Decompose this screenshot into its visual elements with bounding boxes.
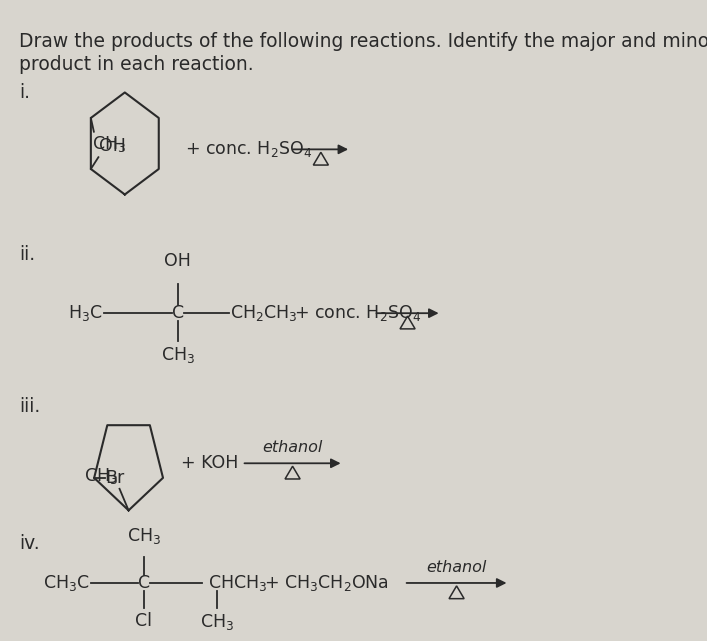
Text: + CH$_3$CH$_2$ONa: + CH$_3$CH$_2$ONa [264,573,390,593]
Text: OH: OH [164,252,191,270]
Text: ii.: ii. [19,244,35,263]
Text: Draw the products of the following reactions. Identify the major and minor: Draw the products of the following react… [19,31,707,51]
Text: CHCH$_3$: CHCH$_3$ [208,573,267,593]
Text: Cl: Cl [135,612,152,630]
Text: CH$_3$: CH$_3$ [160,345,194,365]
Text: H$_3$C: H$_3$C [68,303,103,323]
Text: CH$_3$: CH$_3$ [127,526,160,545]
Text: CH$_3$: CH$_3$ [93,134,127,154]
Text: CH$_3$: CH$_3$ [200,612,234,633]
Text: + conc. H$_2$SO$_4$: + conc. H$_2$SO$_4$ [185,139,312,160]
Text: + KOH: + KOH [182,454,239,472]
Text: product in each reaction.: product in each reaction. [19,55,254,74]
Text: CH$_3$C: CH$_3$C [42,573,89,593]
Text: CH$_3$: CH$_3$ [84,466,118,486]
Text: i.: i. [19,83,30,102]
Text: iv.: iv. [19,534,40,553]
Text: ethanol: ethanol [426,560,486,575]
Text: C: C [138,574,150,592]
Text: iii.: iii. [19,397,40,415]
Text: + conc. H$_2$SO$_4$: + conc. H$_2$SO$_4$ [294,303,422,323]
Text: CH$_2$CH$_3$: CH$_2$CH$_3$ [230,303,298,323]
Text: ethanol: ethanol [262,440,323,456]
Text: OH: OH [99,137,126,155]
Text: C: C [172,304,184,322]
Text: Br: Br [105,469,124,487]
